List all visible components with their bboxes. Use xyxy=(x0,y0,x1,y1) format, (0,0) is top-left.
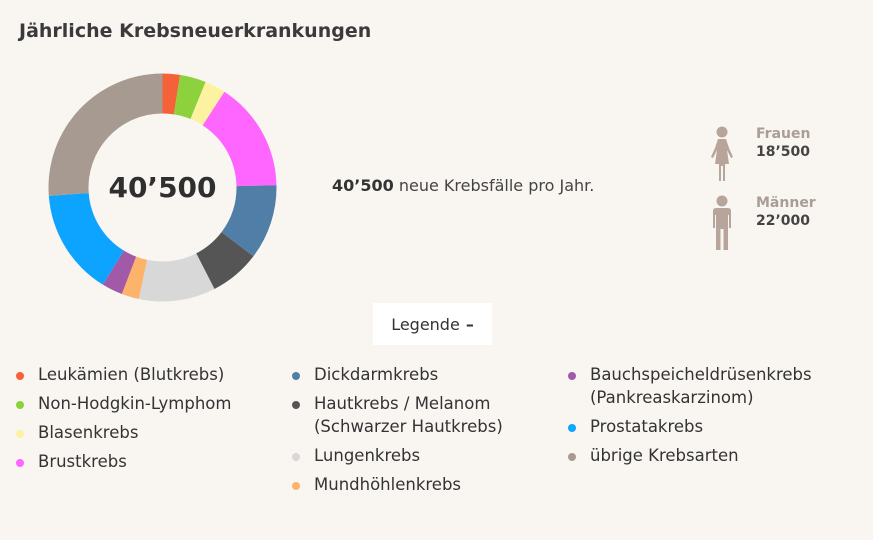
donut-slice-9[interactable] xyxy=(48,192,124,285)
legend-label: Lungenkrebs xyxy=(314,446,421,465)
legend-label: Prostatakrebs xyxy=(590,417,704,436)
donut-slice-3[interactable] xyxy=(202,91,277,187)
legend-label: Hautkrebs / Melanom xyxy=(314,394,491,413)
donut-slice-8[interactable] xyxy=(102,250,137,295)
legend-dot-icon xyxy=(16,430,24,438)
legend-item: übrige Krebsarten xyxy=(568,444,868,467)
donut-slice-4[interactable] xyxy=(221,185,277,257)
legend-item: Mundhöhlenkrebs xyxy=(292,473,562,496)
legend-label: Mundhöhlenkrebs xyxy=(314,475,462,494)
legend-item: Leukämien (Blutkrebs) xyxy=(16,363,286,386)
legend-toggle-label: Legende xyxy=(391,314,460,334)
legend-dot-icon xyxy=(16,372,24,380)
men-label: Männer xyxy=(756,195,816,211)
donut-chart: 40’500 xyxy=(48,73,277,302)
legend-item: Prostatakrebs xyxy=(568,415,868,438)
men-value: 22’000 xyxy=(756,213,811,229)
donut-slice-1[interactable] xyxy=(173,74,206,119)
legend-dot-icon xyxy=(292,401,300,409)
legend-label: Leukämien (Blutkrebs) xyxy=(38,365,225,384)
legend-item: Brustkrebs xyxy=(16,450,286,473)
legend-label: Non-Hodgkin-Lymphom xyxy=(38,394,232,413)
donut-slice-10[interactable] xyxy=(48,73,163,196)
woman-figure-icon xyxy=(711,126,733,181)
legend-dot-icon xyxy=(568,372,576,380)
donut-slice-0[interactable] xyxy=(162,73,181,115)
legend-label: (Pankreaskarzinom) xyxy=(590,388,754,407)
legend-dot-icon xyxy=(292,453,300,461)
legend-item: Hautkrebs / Melanom (Schwarzer Hautkrebs) xyxy=(292,392,562,438)
legend-dot-icon xyxy=(568,424,576,432)
legend-column: Dickdarmkrebs Hautkrebs / Melanom (Schwarz… xyxy=(292,363,562,502)
women-label: Frauen xyxy=(756,126,811,142)
legend-column: Leukämien (Blutkrebs) Non-Hodgkin-Lymphom… xyxy=(16,363,286,479)
donut-slice-5[interactable] xyxy=(196,232,254,289)
summary-total: 40’500 xyxy=(332,176,394,195)
donut-slice-6[interactable] xyxy=(138,253,215,302)
legend-dot-icon xyxy=(292,372,300,380)
legend-label: (Schwarzer Hautkrebs) xyxy=(314,417,503,436)
donut-center-value: 40’500 xyxy=(108,171,216,204)
legend-label: Blasenkrebs xyxy=(38,423,139,442)
collapse-icon: – xyxy=(465,314,474,334)
women-value: 18’500 xyxy=(756,144,811,160)
donut-slices xyxy=(48,73,277,302)
legend-toggle-button[interactable]: Legende – xyxy=(373,303,492,345)
legend-item: Dickdarmkrebs xyxy=(292,363,562,386)
legend-item: Blasenkrebs xyxy=(16,421,286,444)
legend-dot-icon xyxy=(292,482,300,490)
legend-label: Bauchspeicheldrüsenkrebs xyxy=(590,365,812,384)
summary-description: neue Krebsfälle pro Jahr. xyxy=(398,176,595,195)
legend-column: Bauchspeicheldrüsenkrebs (Pankreaskarzino… xyxy=(568,363,868,473)
legend-label: übrige Krebsarten xyxy=(590,446,739,465)
legend-label: Brustkrebs xyxy=(38,452,127,471)
legend-dot-icon xyxy=(568,453,576,461)
legend-item: Lungenkrebs xyxy=(292,444,562,467)
legend-dot-icon xyxy=(16,401,24,409)
chart-title: Jährliche Krebsneuerkrankungen xyxy=(19,20,372,42)
summary-text: 40’500 neue Krebsfälle pro Jahr. xyxy=(332,176,594,195)
donut-slice-2[interactable] xyxy=(190,81,225,126)
legend-item: Bauchspeicheldrüsenkrebs (Pankreaskarzino… xyxy=(568,363,868,409)
legend-item: Non-Hodgkin-Lymphom xyxy=(16,392,286,415)
legend-label: Dickdarmkrebs xyxy=(314,365,439,384)
donut-slice-7[interactable] xyxy=(121,256,148,300)
man-figure-icon xyxy=(713,195,731,250)
legend-dot-icon xyxy=(16,459,24,467)
